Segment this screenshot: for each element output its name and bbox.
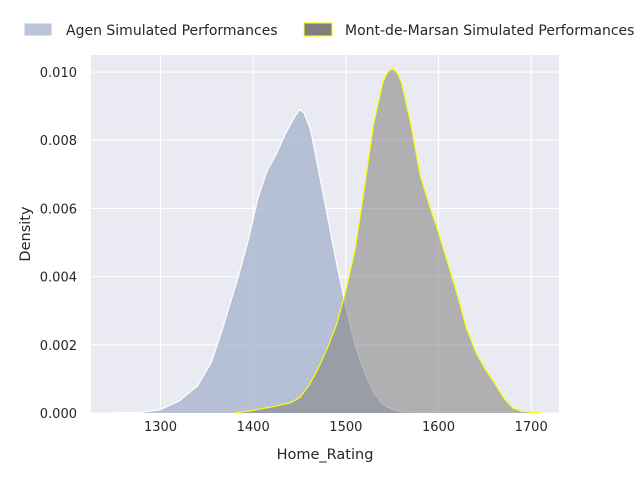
y-tick-label: 0.006 xyxy=(40,202,77,217)
y-tick-label: 0.000 xyxy=(40,407,77,422)
density-area-mont-de-marsan xyxy=(234,68,541,413)
legend-swatch-agen xyxy=(23,22,53,37)
legend: Agen Simulated Performances Mont-de-Mars… xyxy=(23,22,634,39)
y-tick-labels: 0.000 0.002 0.004 0.006 0.008 0.010 xyxy=(40,66,77,422)
x-axis-label: Home_Rating xyxy=(277,447,374,463)
density-area-agen xyxy=(109,109,458,413)
y-tick-label: 0.010 xyxy=(40,66,77,81)
x-tick-label: 1600 xyxy=(422,420,455,435)
density-areas xyxy=(109,68,541,414)
x-tick-labels: 1300 1400 1500 1600 1700 xyxy=(144,420,548,435)
legend-label-mont-de-marsan: Mont-de-Marsan Simulated Performances xyxy=(345,23,634,39)
x-tick-label: 1400 xyxy=(237,420,270,435)
x-tick-label: 1700 xyxy=(515,420,548,435)
y-tick-label: 0.008 xyxy=(40,134,77,149)
x-tick-label: 1500 xyxy=(329,420,362,435)
x-tick-label: 1300 xyxy=(144,420,177,435)
y-axis-label: Density xyxy=(18,206,34,262)
legend-label-agen: Agen Simulated Performances xyxy=(66,23,278,39)
y-tick-label: 0.004 xyxy=(40,271,77,286)
y-tick-label: 0.002 xyxy=(40,339,77,354)
density-area-mont-de-marsan-outline xyxy=(234,68,541,414)
legend-swatch-mont-de-marsan xyxy=(303,22,333,37)
